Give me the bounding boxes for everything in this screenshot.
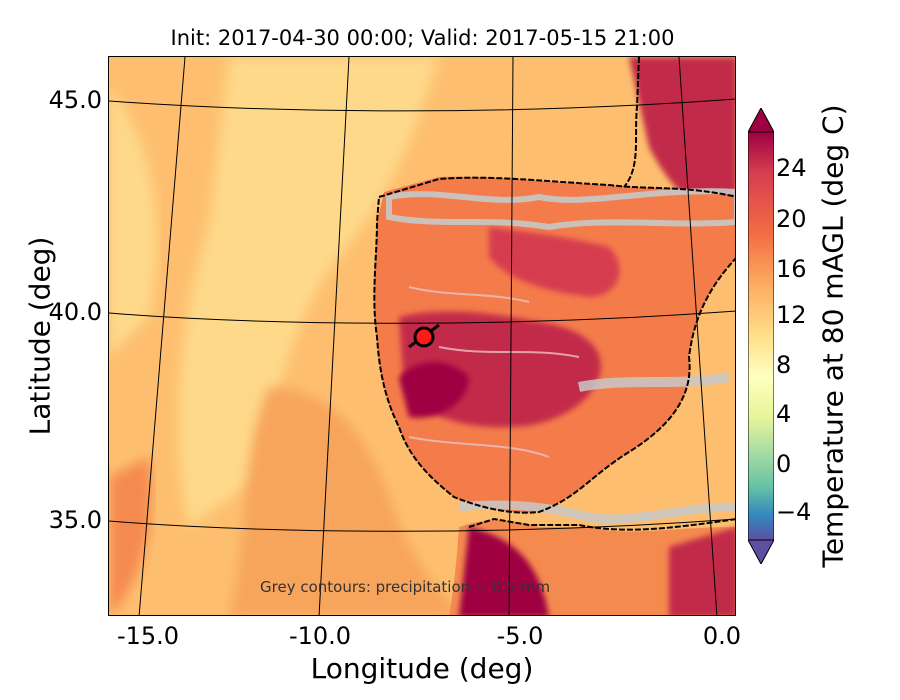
hot-region-ne	[629, 57, 735, 227]
meridian	[678, 57, 718, 615]
y-axis-label: Latitude (deg)	[23, 236, 57, 436]
hot-region-se	[669, 527, 735, 615]
cbtick-minus4: −4	[776, 498, 812, 526]
cbtick-8: 8	[776, 351, 792, 379]
ytick-40: 40.0	[48, 298, 102, 326]
colorbar-extend-max	[748, 108, 774, 133]
meridian	[508, 57, 514, 615]
coastline-iberia	[373, 176, 735, 514]
temperature-map	[109, 57, 735, 615]
precip-annotation: Grey contours: precipitation ~ 0.5 mm	[260, 578, 551, 596]
meridian	[318, 57, 350, 615]
xtick-0: 0.0	[702, 622, 742, 650]
colorbar-gradient	[748, 131, 774, 541]
coastline-france	[623, 57, 640, 188]
warm-plume-south	[229, 387, 467, 615]
cbtick-16: 16	[776, 255, 807, 283]
cbtick-24: 24	[776, 154, 807, 182]
colorbar-label: Temperature at 80 mAGL (deg C)	[816, 104, 850, 568]
plot-title: Init: 2017-04-30 00:00; Valid: 2017-05-1…	[170, 26, 675, 50]
precip-contour-east	[578, 372, 730, 392]
precip-contour-south	[458, 500, 735, 524]
xtick-minus5: -5.0	[496, 622, 544, 650]
hot-region-africa	[459, 527, 549, 615]
cbtick-12: 12	[776, 301, 807, 329]
warm-patch-sw	[109, 457, 152, 615]
location-marker	[413, 326, 435, 348]
x-axis-label: Longitude (deg)	[310, 652, 534, 685]
parallel	[109, 310, 735, 324]
parallel	[109, 98, 735, 112]
cbtick-20: 20	[776, 205, 807, 233]
cool-patch-west	[109, 87, 157, 357]
colorbar	[748, 108, 774, 564]
cool-plume	[178, 57, 439, 527]
very-hot-core	[399, 362, 469, 418]
temp-contours	[408, 286, 580, 458]
hot-region-north	[489, 227, 620, 297]
map-panel	[108, 56, 736, 616]
ytick-45: 45.0	[48, 86, 102, 114]
colorbar-extend-min	[748, 539, 774, 564]
cbtick-0: 0	[776, 450, 792, 478]
ytick-35: 35.0	[48, 506, 102, 534]
cbtick-4: 4	[776, 400, 792, 428]
xtick-minus10: -10.0	[288, 622, 352, 650]
xtick-minus15: -15.0	[116, 622, 180, 650]
parallel	[109, 518, 735, 532]
precip-contour-north	[386, 188, 735, 231]
